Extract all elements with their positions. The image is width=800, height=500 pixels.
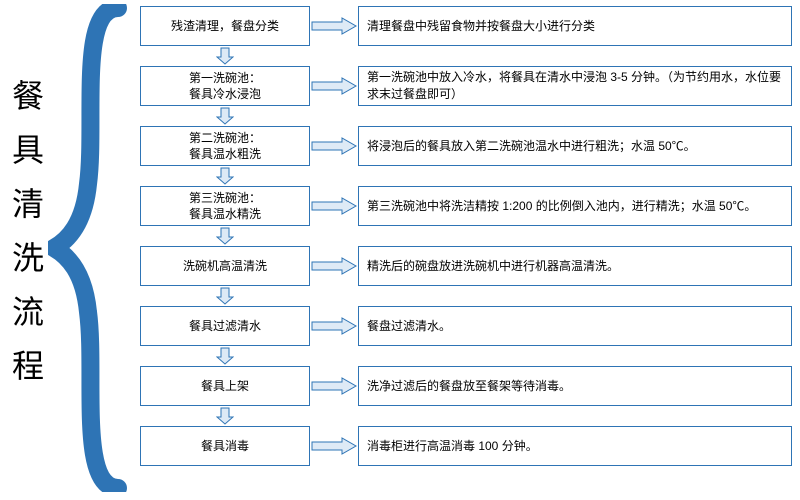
desc-box: 洗净过滤后的餐盘放至餐架等待消毒。 (358, 366, 792, 406)
arrow-down-icon (216, 227, 234, 245)
step-box: 餐具上架 (140, 366, 310, 406)
arrow-right-icon (310, 16, 358, 36)
title-char: 餐 (12, 80, 44, 112)
flow-row: 餐具上架 洗净过滤后的餐盘放至餐架等待消毒。 (140, 366, 792, 406)
step-box: 第三洗碗池： 餐具温水精洗 (140, 186, 310, 226)
title-char: 程 (12, 350, 44, 382)
arrow-down-icon (216, 47, 234, 65)
arrow-right-icon (310, 436, 358, 456)
desc-box: 精洗后的碗盘放进洗碗机中进行机器高温清洗。 (358, 246, 792, 286)
flow-row: 餐具消毒 消毒柜进行高温消毒 100 分钟。 (140, 426, 792, 466)
arrow-right-icon (310, 136, 358, 156)
step-box: 第一洗碗池： 餐具冷水浸泡 (140, 66, 310, 106)
step-box: 残渣清理，餐盘分类 (140, 6, 310, 46)
arrow-right-icon (310, 76, 358, 96)
title-char: 具 (12, 134, 44, 166)
title-char: 流 (12, 296, 44, 328)
arrow-down-icon (216, 407, 234, 425)
desc-box: 餐盘过滤清水。 (358, 306, 792, 346)
step-box: 洗碗机高温清洗 (140, 246, 310, 286)
arrow-down-icon (216, 347, 234, 365)
desc-box: 第一洗碗池中放入冷水，将餐具在清水中浸泡 3-5 分钟。（为节约用水，水位要求末… (358, 66, 792, 106)
arrow-right-icon (310, 196, 358, 216)
title-char: 洗 (12, 242, 44, 274)
flow-row: 残渣清理，餐盘分类 清理餐盘中残留食物并按餐盘大小进行分类 (140, 6, 792, 46)
step-box: 餐具过滤清水 (140, 306, 310, 346)
desc-box: 将浸泡后的餐具放入第二洗碗池温水中进行粗洗；水温 50℃。 (358, 126, 792, 166)
title-char: 清 (12, 188, 44, 220)
arrow-right-icon (310, 376, 358, 396)
arrow-down-icon (216, 287, 234, 305)
flowchart: 残渣清理，餐盘分类 清理餐盘中残留食物并按餐盘大小进行分类 第一洗碗池： 餐具冷… (140, 6, 792, 494)
step-box: 餐具消毒 (140, 426, 310, 466)
flow-row: 第二洗碗池： 餐具温水粗洗 将浸泡后的餐具放入第二洗碗池温水中进行粗洗；水温 5… (140, 126, 792, 166)
arrow-down-icon (216, 107, 234, 125)
brace-decoration (48, 4, 128, 492)
flow-row: 洗碗机高温清洗 精洗后的碗盘放进洗碗机中进行机器高温清洗。 (140, 246, 792, 286)
flow-row: 第三洗碗池： 餐具温水精洗 第三洗碗池中将洗洁精按 1:200 的比例倒入池内，… (140, 186, 792, 226)
desc-box: 消毒柜进行高温消毒 100 分钟。 (358, 426, 792, 466)
desc-box: 清理餐盘中残留食物并按餐盘大小进行分类 (358, 6, 792, 46)
desc-box: 第三洗碗池中将洗洁精按 1:200 的比例倒入池内，进行精洗；水温 50℃。 (358, 186, 792, 226)
arrow-right-icon (310, 316, 358, 336)
arrow-down-icon (216, 167, 234, 185)
arrow-right-icon (310, 256, 358, 276)
step-box: 第二洗碗池： 餐具温水粗洗 (140, 126, 310, 166)
flow-row: 餐具过滤清水 餐盘过滤清水。 (140, 306, 792, 346)
flowchart-title: 餐具清洗流程 (8, 80, 48, 382)
flow-row: 第一洗碗池： 餐具冷水浸泡 第一洗碗池中放入冷水，将餐具在清水中浸泡 3-5 分… (140, 66, 792, 106)
